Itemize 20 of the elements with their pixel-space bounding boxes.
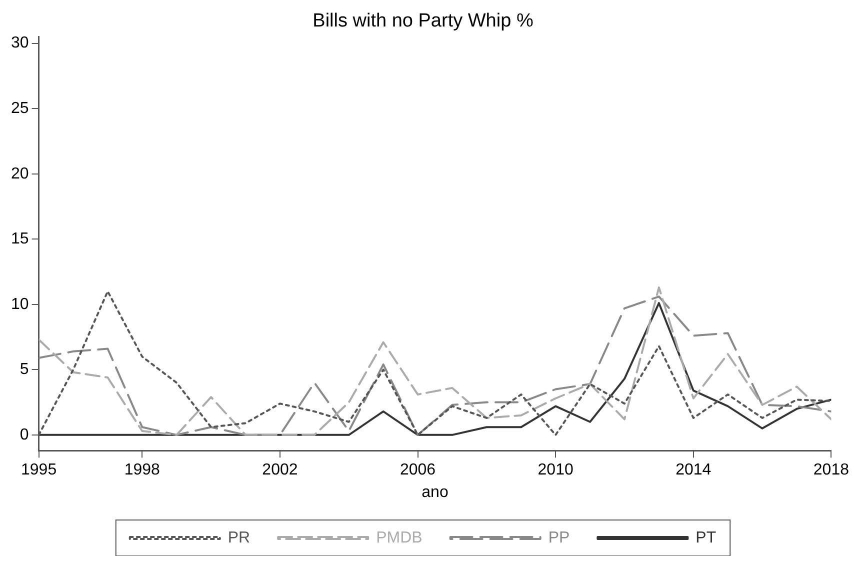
text: PR [228, 529, 250, 546]
text: PT [696, 529, 716, 546]
y-tick-label: 30 [11, 34, 29, 52]
x-tick-label: 1995 [21, 462, 57, 479]
y-tick-label: 10 [11, 296, 29, 313]
x-tick-label: 2006 [400, 462, 436, 479]
text: PMDB [376, 529, 422, 546]
x-tick-label: 1998 [124, 462, 160, 479]
text: PP [548, 529, 570, 546]
y-tick-label: 15 [11, 230, 29, 248]
x-axis-title: ano [422, 484, 448, 501]
chart-title: Bills with no Party Whip % [312, 10, 534, 32]
x-tick-label: 2002 [262, 462, 298, 479]
x-tick-label: 2010 [538, 462, 574, 479]
x-tick-label: 2018 [813, 462, 850, 479]
y-tick-label: 5 [20, 361, 29, 378]
y-tick-label: 0 [20, 426, 29, 444]
y-tick-label: 20 [11, 165, 29, 182]
x-tick-label: 2014 [676, 462, 712, 479]
y-tick-label: 25 [11, 100, 29, 117]
